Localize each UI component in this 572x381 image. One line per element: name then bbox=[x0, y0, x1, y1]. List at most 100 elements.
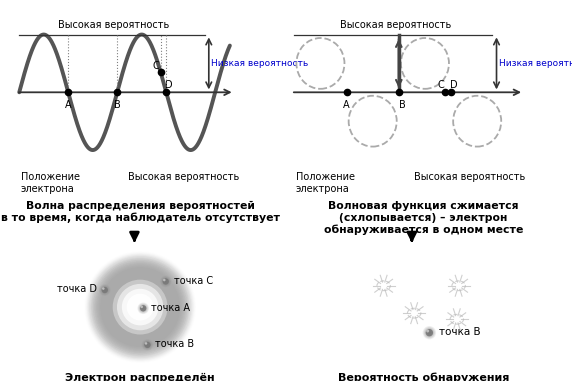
Circle shape bbox=[92, 259, 188, 355]
Circle shape bbox=[161, 277, 170, 286]
Circle shape bbox=[426, 329, 433, 336]
Text: Высокая вероятность: Высокая вероятность bbox=[414, 172, 525, 182]
Circle shape bbox=[117, 284, 163, 330]
Circle shape bbox=[115, 282, 165, 332]
Text: D: D bbox=[165, 80, 173, 90]
Circle shape bbox=[89, 256, 192, 359]
Text: Высокая вероятность: Высокая вероятность bbox=[340, 19, 451, 30]
Circle shape bbox=[138, 303, 148, 313]
Circle shape bbox=[113, 280, 168, 335]
Circle shape bbox=[110, 277, 170, 337]
Circle shape bbox=[94, 261, 186, 353]
Circle shape bbox=[140, 306, 146, 311]
Circle shape bbox=[428, 332, 430, 333]
Circle shape bbox=[144, 342, 150, 348]
Circle shape bbox=[142, 308, 144, 309]
Circle shape bbox=[100, 285, 110, 295]
Circle shape bbox=[90, 258, 190, 357]
Circle shape bbox=[162, 278, 169, 285]
Circle shape bbox=[147, 344, 148, 346]
Circle shape bbox=[114, 281, 166, 333]
Circle shape bbox=[112, 279, 168, 335]
Text: точка B: точка B bbox=[439, 327, 480, 337]
Circle shape bbox=[426, 330, 432, 336]
Circle shape bbox=[428, 331, 431, 334]
Circle shape bbox=[162, 278, 169, 285]
Circle shape bbox=[105, 271, 176, 343]
Circle shape bbox=[145, 343, 149, 347]
Circle shape bbox=[102, 287, 108, 293]
Circle shape bbox=[146, 344, 149, 346]
Circle shape bbox=[102, 287, 108, 293]
Circle shape bbox=[105, 272, 175, 342]
Circle shape bbox=[161, 277, 171, 287]
Text: точка B: точка B bbox=[156, 339, 194, 349]
Circle shape bbox=[423, 326, 436, 339]
Text: Высокая вероятность: Высокая вероятность bbox=[58, 19, 170, 30]
Text: D: D bbox=[450, 80, 458, 90]
Text: Электрон распределён
по всем положениям подобно облаку: Электрон распределён по всем положениям … bbox=[18, 373, 262, 381]
Text: C: C bbox=[437, 80, 444, 90]
Circle shape bbox=[98, 265, 182, 349]
Text: точка A: точка A bbox=[151, 303, 190, 313]
Circle shape bbox=[92, 258, 189, 356]
Text: A: A bbox=[343, 100, 350, 110]
Circle shape bbox=[97, 264, 183, 350]
Circle shape bbox=[87, 254, 193, 360]
Circle shape bbox=[90, 256, 190, 358]
Circle shape bbox=[427, 330, 432, 335]
Circle shape bbox=[102, 269, 178, 346]
Circle shape bbox=[110, 277, 170, 338]
Circle shape bbox=[101, 287, 108, 294]
Circle shape bbox=[96, 263, 185, 352]
Circle shape bbox=[99, 284, 110, 296]
Circle shape bbox=[106, 273, 174, 341]
Circle shape bbox=[140, 305, 147, 312]
Circle shape bbox=[103, 270, 177, 344]
Text: Волновая функция сжимается
(схлопывается) – электрон
обнаруживается в одном мест: Волновая функция сжимается (схлопывается… bbox=[324, 201, 523, 235]
Text: Высокая вероятность: Высокая вероятность bbox=[128, 172, 239, 182]
Circle shape bbox=[165, 281, 166, 282]
Text: Низкая вероятность: Низкая вероятность bbox=[211, 59, 308, 68]
Circle shape bbox=[142, 340, 153, 350]
Circle shape bbox=[109, 276, 172, 338]
Circle shape bbox=[144, 341, 151, 349]
Circle shape bbox=[88, 255, 192, 359]
Text: A: A bbox=[65, 100, 72, 110]
Circle shape bbox=[100, 267, 180, 347]
Text: точка C: точка C bbox=[174, 276, 213, 286]
Circle shape bbox=[423, 327, 435, 339]
Circle shape bbox=[142, 307, 145, 310]
Circle shape bbox=[140, 305, 146, 312]
Circle shape bbox=[163, 279, 165, 281]
Circle shape bbox=[139, 304, 148, 312]
Circle shape bbox=[145, 342, 147, 345]
Circle shape bbox=[102, 287, 105, 290]
Circle shape bbox=[142, 339, 153, 351]
Circle shape bbox=[97, 264, 184, 351]
Circle shape bbox=[104, 290, 105, 291]
Circle shape bbox=[426, 330, 429, 333]
Circle shape bbox=[108, 275, 172, 339]
Circle shape bbox=[113, 280, 167, 334]
Circle shape bbox=[160, 276, 172, 287]
Circle shape bbox=[95, 262, 185, 352]
Text: точка D: точка D bbox=[57, 284, 97, 295]
Circle shape bbox=[104, 271, 177, 344]
Circle shape bbox=[425, 328, 434, 337]
Circle shape bbox=[99, 266, 181, 348]
Text: Положение
электрона: Положение электрона bbox=[21, 172, 80, 194]
Circle shape bbox=[104, 289, 106, 291]
Text: Низкая вероятность: Низкая вероятность bbox=[499, 59, 572, 68]
Circle shape bbox=[86, 253, 194, 361]
Text: B: B bbox=[114, 100, 121, 110]
Circle shape bbox=[127, 294, 153, 320]
Circle shape bbox=[164, 279, 168, 283]
Circle shape bbox=[103, 288, 107, 292]
Text: Вероятность обнаружения
в других местах исчезает: Вероятность обнаружения в других местах … bbox=[337, 373, 509, 381]
Circle shape bbox=[101, 268, 180, 346]
Circle shape bbox=[164, 280, 167, 283]
Text: Положение
электрона: Положение электрона bbox=[296, 172, 355, 194]
Text: C: C bbox=[153, 61, 160, 70]
Circle shape bbox=[101, 286, 109, 294]
